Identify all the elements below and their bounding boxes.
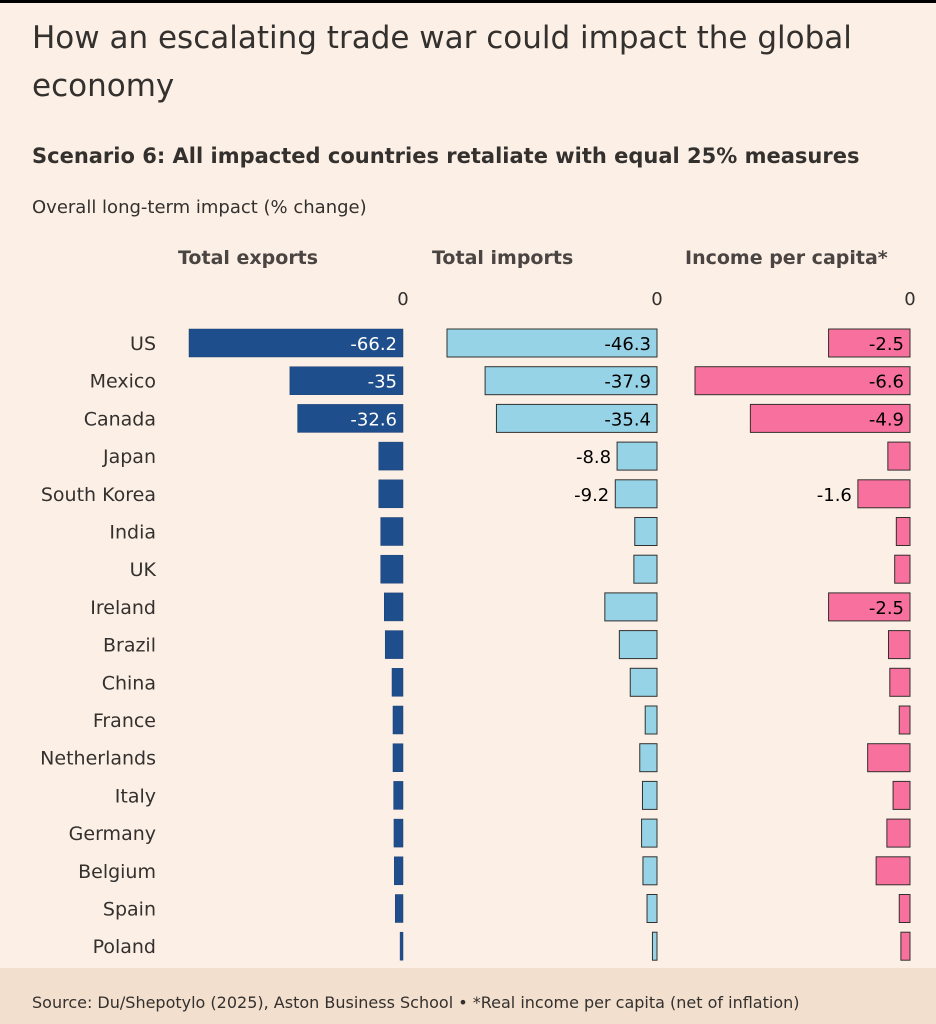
bar xyxy=(828,592,911,622)
data-label: -32.6 xyxy=(350,409,397,430)
bar xyxy=(384,630,404,659)
bar xyxy=(889,667,911,697)
panel-header: Total exports xyxy=(178,247,318,269)
category-label: Brazil xyxy=(103,635,156,657)
bar xyxy=(898,894,911,923)
data-label: -6.6 xyxy=(869,372,904,393)
category-label: Poland xyxy=(93,936,156,958)
bar xyxy=(393,781,404,810)
bar xyxy=(394,894,404,923)
category-label: Japan xyxy=(102,446,156,468)
bar xyxy=(297,404,404,433)
category-label: UK xyxy=(130,559,157,581)
category-label: South Korea xyxy=(41,484,156,506)
source-note: Source: Du/Shepotylo (2025), Aston Busin… xyxy=(32,993,800,1012)
data-label: -1.6 xyxy=(817,485,852,506)
zero-tick-label: 0 xyxy=(651,289,662,310)
bar xyxy=(495,403,658,433)
bar xyxy=(394,856,404,886)
data-label: -2.5 xyxy=(869,334,904,355)
top-rule xyxy=(0,0,936,3)
bar xyxy=(634,517,658,546)
bar xyxy=(289,366,404,395)
bar xyxy=(380,517,404,546)
category-label: Netherlands xyxy=(40,748,156,770)
data-label: -9.2 xyxy=(574,485,609,506)
bar xyxy=(888,630,911,660)
bar xyxy=(629,667,658,697)
bar xyxy=(895,517,911,546)
bar xyxy=(875,856,911,886)
data-label: -37.9 xyxy=(604,372,651,393)
footer-band xyxy=(0,968,936,1024)
bar xyxy=(378,479,404,509)
bar xyxy=(378,441,404,471)
category-label: US xyxy=(130,333,156,355)
bar xyxy=(857,479,911,509)
bar xyxy=(887,441,911,471)
bar xyxy=(898,705,911,735)
bar xyxy=(393,818,404,848)
panel-header: Income per capita* xyxy=(685,247,888,269)
bar xyxy=(828,328,911,358)
chart-area: US Mexico Canada Japan South Korea India UK Ire… xyxy=(40,247,916,961)
bar xyxy=(646,894,658,923)
bar xyxy=(399,931,404,961)
data-label: -35.4 xyxy=(604,409,651,430)
bar xyxy=(894,554,911,584)
bar xyxy=(749,403,911,433)
data-label: -2.5 xyxy=(869,598,904,619)
bar xyxy=(604,592,658,622)
bar xyxy=(484,366,658,396)
bar xyxy=(384,592,404,622)
bar xyxy=(900,931,911,961)
bar xyxy=(639,743,658,773)
category-label: Belgium xyxy=(78,861,156,883)
bar xyxy=(651,931,658,961)
bar xyxy=(392,743,404,772)
bar xyxy=(633,554,658,584)
bar xyxy=(867,743,911,773)
category-label: Spain xyxy=(103,899,156,921)
data-label: -35 xyxy=(368,372,397,393)
data-label: -46.3 xyxy=(604,334,651,355)
bar xyxy=(380,554,404,584)
chart-subtitle: Scenario 6: All impacted countries retal… xyxy=(32,144,860,168)
category-label: China xyxy=(102,672,156,694)
bar xyxy=(618,630,658,660)
data-label: -66.2 xyxy=(350,334,397,355)
category-label: Germany xyxy=(69,823,156,845)
zero-tick-label: 0 xyxy=(904,289,915,310)
category-label: Ireland xyxy=(90,597,156,619)
bar xyxy=(392,705,404,735)
bar xyxy=(446,328,658,358)
bar xyxy=(391,668,404,697)
bar xyxy=(644,705,658,735)
category-label: Italy xyxy=(115,785,156,807)
zero-tick-label: 0 xyxy=(397,289,408,310)
category-label: Mexico xyxy=(90,371,156,393)
bar xyxy=(188,328,404,358)
category-label: India xyxy=(109,522,156,544)
chart-title: How an escalating trade war could impact… xyxy=(32,20,852,104)
bar xyxy=(642,856,658,886)
category-label: France xyxy=(93,710,156,732)
bar xyxy=(892,780,911,810)
bar xyxy=(614,479,658,509)
panel-header: Total imports xyxy=(432,247,573,269)
bar xyxy=(641,818,658,848)
unit-label: Overall long-term impact (% change) xyxy=(32,197,367,218)
bar xyxy=(694,366,911,396)
bar xyxy=(886,818,911,848)
data-label: -4.9 xyxy=(869,409,904,430)
bar xyxy=(641,780,658,810)
bar xyxy=(616,441,658,471)
category-label: Canada xyxy=(84,408,156,430)
data-label: -8.8 xyxy=(576,447,611,468)
